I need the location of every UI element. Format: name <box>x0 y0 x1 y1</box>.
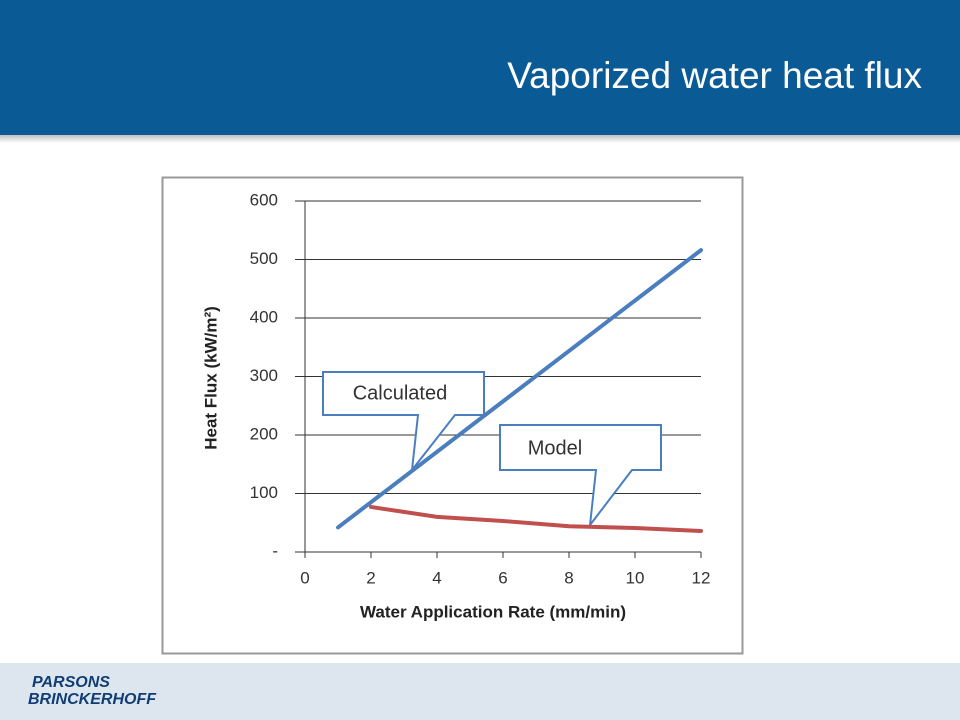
x-tick-label: 0 <box>300 568 309 587</box>
series-line <box>369 504 703 533</box>
x-tick-label: 4 <box>432 568 441 587</box>
lines <box>336 248 703 533</box>
callout-label: Model <box>528 437 582 459</box>
x-tick-label: 10 <box>626 568 645 587</box>
x-tick-label: 2 <box>366 568 375 587</box>
callout <box>322 371 485 474</box>
callouts: Calculated Model <box>322 371 662 529</box>
chart-frame <box>161 176 744 655</box>
y-axis-title: Heat Flux (kW/m²) <box>201 306 220 450</box>
y-tick-label: - <box>272 541 278 560</box>
series-line <box>336 248 703 530</box>
footer-band <box>0 663 960 720</box>
x-axis-title: Water Application Rate (mm/min) <box>360 602 626 621</box>
x-tick-label: 8 <box>564 568 573 587</box>
y-tick-label: 400 <box>250 307 278 326</box>
slide-title: Vaporized water heat flux <box>507 55 922 96</box>
grid: - 100 200 300 400 500 600 0 2 4 6 8 10 12 <box>250 190 711 587</box>
y-tick-label: 600 <box>250 190 278 209</box>
y-tick-label: 300 <box>250 366 278 385</box>
y-tick-label: 100 <box>250 483 278 502</box>
callout-label: Calculated <box>353 382 448 404</box>
callout <box>499 424 662 529</box>
y-tick-label: 200 <box>250 424 278 443</box>
logo-line: PARSONS <box>32 674 110 691</box>
y-tick-label: 500 <box>250 249 278 268</box>
header-band <box>0 0 960 135</box>
x-tick-label: 6 <box>498 568 507 587</box>
x-tick-label: 12 <box>692 568 711 587</box>
header-shadow <box>0 135 960 143</box>
logo-line: BRINCKERHOFF <box>28 691 157 708</box>
